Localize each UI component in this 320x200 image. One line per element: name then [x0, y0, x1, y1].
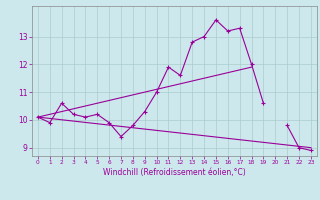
X-axis label: Windchill (Refroidissement éolien,°C): Windchill (Refroidissement éolien,°C) [103, 168, 246, 177]
